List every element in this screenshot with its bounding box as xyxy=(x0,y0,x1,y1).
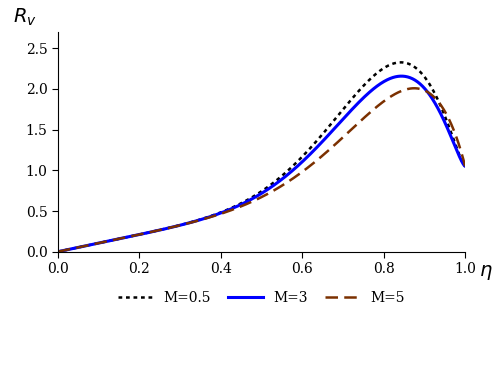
M=3 xyxy=(96,241,102,245)
M=3 xyxy=(55,250,61,254)
Legend: M=0.5, M=3, M=5: M=0.5, M=3, M=5 xyxy=(112,285,410,311)
Line: M=5: M=5 xyxy=(58,88,465,252)
Line: M=3: M=3 xyxy=(58,76,465,252)
M=5 xyxy=(234,205,240,210)
M=5 xyxy=(372,106,378,110)
M=5 xyxy=(55,250,61,254)
M=0.5 xyxy=(380,66,386,71)
M=3 xyxy=(398,74,404,78)
M=0.5 xyxy=(398,60,404,64)
M=0.5 xyxy=(220,209,226,214)
M=0.5 xyxy=(234,203,240,207)
M=0.5 xyxy=(96,241,102,245)
M=5 xyxy=(462,164,468,169)
M=5 xyxy=(220,211,226,216)
M=0.5 xyxy=(462,164,468,169)
M=0.5 xyxy=(334,114,340,118)
M=0.5 xyxy=(55,250,61,254)
M=3 xyxy=(380,80,386,84)
M=3 xyxy=(234,204,240,208)
M=5 xyxy=(96,241,102,245)
M=0.5 xyxy=(372,72,378,77)
M=5 xyxy=(334,140,340,144)
M=5 xyxy=(380,100,386,104)
M=3 xyxy=(334,123,340,127)
M=3 xyxy=(372,85,378,90)
Line: M=0.5: M=0.5 xyxy=(58,62,465,252)
M=3 xyxy=(462,164,468,169)
X-axis label: $\eta$: $\eta$ xyxy=(478,263,492,282)
M=3 xyxy=(220,210,226,215)
M=5 xyxy=(411,86,417,90)
Y-axis label: $R_v$: $R_v$ xyxy=(14,6,37,28)
